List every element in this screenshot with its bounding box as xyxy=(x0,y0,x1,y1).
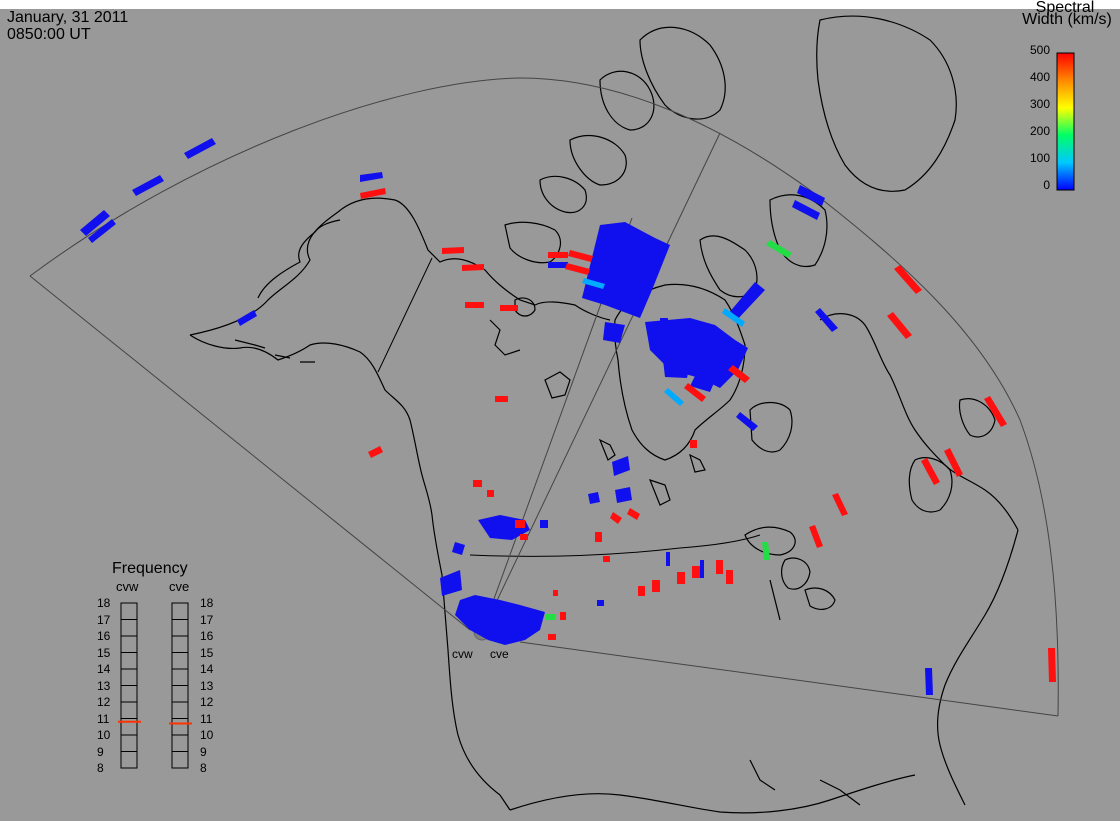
echoes-green xyxy=(545,240,792,620)
frequency-scale-label: 8 xyxy=(200,761,207,775)
frequency-scale-label: 9 xyxy=(200,744,207,759)
frequency-scale-label: 14 xyxy=(200,662,214,676)
frequency-scale-label: 17 xyxy=(200,612,214,627)
frequency-scale-label: 10 xyxy=(97,728,111,742)
frequency-scale-label: 15 xyxy=(200,645,214,660)
legend-tick: 300 xyxy=(1029,97,1050,111)
frequency-scale-label: 15 xyxy=(97,645,111,660)
frequency-scale-label: 13 xyxy=(200,678,214,693)
frequency-scale-label: 16 xyxy=(200,629,214,643)
frequency-scale-label: 17 xyxy=(97,612,111,627)
frequency-scale-label: 13 xyxy=(97,678,111,693)
legend-tick: 0 xyxy=(1043,178,1050,192)
frequency-title: Frequency xyxy=(112,560,188,577)
time-label: 0850:00 UT xyxy=(7,26,91,43)
frequency-scale-cve xyxy=(171,602,189,769)
frequency-scale-label: 9 xyxy=(97,744,104,759)
radar-label-cve: cve xyxy=(490,647,509,661)
frequency-scale-label: 14 xyxy=(97,662,111,676)
frequency-radar-cve: cve xyxy=(169,579,190,594)
frequency-scale-label: 11 xyxy=(97,711,110,726)
legend-title-line1: Spectral xyxy=(1035,0,1095,16)
frequency-radar-cvw: cvw xyxy=(116,579,139,594)
frequency-scale-label: 16 xyxy=(97,629,111,643)
legend-tick: 100 xyxy=(1029,151,1050,165)
frequency-scale-label: 12 xyxy=(200,695,214,709)
frequency-scale-label: 10 xyxy=(200,728,214,742)
date-label: January, 31 2011 xyxy=(7,9,129,26)
echoes-high-width xyxy=(360,188,1056,682)
frequency-scale-cvw xyxy=(120,602,138,769)
frequency-scale-label: 12 xyxy=(97,695,111,709)
frequency-scale-label: 18 xyxy=(97,596,111,610)
spectral-width-colorbar xyxy=(1056,52,1075,191)
frequency-scale-label: 8 xyxy=(97,761,104,775)
political-borders xyxy=(377,257,761,557)
radar-label-cvw: cvw xyxy=(452,647,473,661)
top-strip xyxy=(0,0,1120,9)
frequency-scale-label: 18 xyxy=(200,596,214,610)
legend-title-line2: Width (km/s) xyxy=(1022,11,1112,28)
legend-tick: 400 xyxy=(1029,70,1050,84)
legend-tick: 200 xyxy=(1029,124,1050,138)
field-of-view xyxy=(29,77,1059,717)
echoes-low-width xyxy=(80,138,933,695)
legend-tick: 500 xyxy=(1029,43,1050,57)
echoes-medium-width xyxy=(582,278,745,406)
frequency-scale-label: 11 xyxy=(200,711,213,726)
